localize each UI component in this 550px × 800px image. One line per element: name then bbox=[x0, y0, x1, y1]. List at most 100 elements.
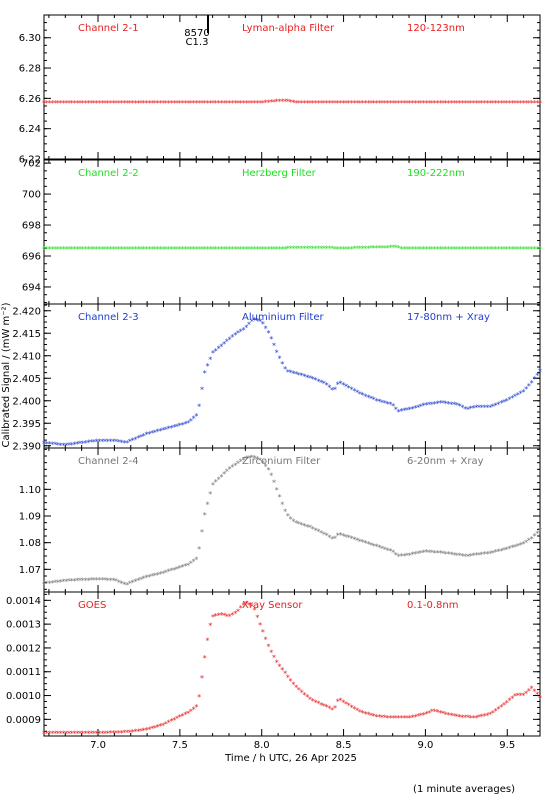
data-point: * bbox=[311, 525, 315, 534]
data-point: * bbox=[438, 99, 442, 108]
data-point: * bbox=[197, 693, 201, 702]
data-point: * bbox=[519, 245, 523, 254]
data-point: * bbox=[194, 555, 198, 564]
data-point: * bbox=[380, 545, 384, 554]
data-point: * bbox=[70, 99, 74, 108]
data-point: * bbox=[302, 691, 306, 700]
data-point: * bbox=[67, 245, 71, 254]
y-tick-label: 6.22 bbox=[19, 155, 41, 166]
data-point: * bbox=[161, 245, 165, 254]
data-point: * bbox=[444, 550, 448, 559]
data-point: * bbox=[305, 373, 309, 382]
data-point: * bbox=[111, 576, 115, 585]
data-point: * bbox=[169, 424, 173, 433]
data-point: * bbox=[408, 406, 412, 415]
data-point: * bbox=[433, 99, 437, 108]
data-point: * bbox=[535, 371, 539, 380]
data-point: * bbox=[300, 521, 304, 530]
data-point: * bbox=[269, 245, 273, 254]
data-point: * bbox=[338, 245, 342, 254]
data-point: * bbox=[222, 612, 226, 621]
flare-marker-id: 8570 bbox=[184, 28, 209, 39]
data-point: * bbox=[325, 532, 329, 541]
data-point: * bbox=[499, 547, 503, 556]
data-point: * bbox=[53, 579, 57, 588]
data-point: * bbox=[208, 622, 212, 631]
data-point: * bbox=[211, 245, 215, 254]
data-point: * bbox=[388, 547, 392, 556]
data-point: * bbox=[527, 99, 531, 108]
data-point: * bbox=[455, 713, 459, 722]
data-point: * bbox=[205, 501, 209, 510]
data-point: * bbox=[147, 99, 151, 108]
data-point: * bbox=[67, 730, 71, 739]
data-point: * bbox=[275, 658, 279, 667]
data-point: * bbox=[145, 574, 149, 583]
data-point: * bbox=[183, 562, 187, 571]
data-point: * bbox=[369, 395, 373, 404]
data-point: * bbox=[411, 713, 415, 722]
data-point: * bbox=[280, 245, 284, 254]
data-point: * bbox=[338, 380, 342, 389]
data-point: * bbox=[469, 714, 473, 723]
data-point: * bbox=[488, 245, 492, 254]
data-point: * bbox=[300, 372, 304, 381]
data-point: * bbox=[278, 245, 282, 254]
data-point: * bbox=[164, 425, 168, 434]
data-point: * bbox=[136, 99, 140, 108]
data-point: * bbox=[100, 576, 104, 585]
data-point: * bbox=[408, 99, 412, 108]
data-point: * bbox=[214, 245, 218, 254]
chart-panels: 6.22 6.24 6.26 6.28 6.30 Channel 2-1 Lyman-alp… bbox=[6, 14, 542, 751]
data-point: * bbox=[491, 99, 495, 108]
data-point: * bbox=[510, 245, 514, 254]
data-point: * bbox=[117, 99, 121, 108]
data-point: * bbox=[491, 549, 495, 558]
data-point: * bbox=[42, 99, 46, 108]
data-point: * bbox=[72, 440, 76, 449]
data-point: * bbox=[413, 713, 417, 722]
data-point: * bbox=[81, 99, 85, 108]
data-point: * bbox=[50, 730, 54, 739]
data-point: * bbox=[239, 327, 243, 336]
data-series: ****************************************… bbox=[42, 316, 542, 451]
data-point: * bbox=[435, 549, 439, 558]
data-point: * bbox=[211, 481, 215, 490]
y-tick-label: 1.08 bbox=[19, 538, 41, 549]
data-point: * bbox=[496, 547, 500, 556]
data-point: * bbox=[466, 245, 470, 254]
data-point: * bbox=[286, 512, 290, 521]
data-point: * bbox=[466, 99, 470, 108]
data-point: * bbox=[300, 245, 304, 254]
data-point: * bbox=[194, 99, 198, 108]
data-point: * bbox=[95, 245, 99, 254]
filter-label: Zirconium Filter bbox=[242, 456, 321, 467]
data-point: * bbox=[289, 369, 293, 378]
y-tick-label: 6.30 bbox=[19, 33, 41, 44]
data-point: * bbox=[53, 730, 57, 739]
data-point: * bbox=[169, 99, 173, 108]
data-series: ****************************************… bbox=[42, 599, 542, 738]
data-point: * bbox=[59, 578, 63, 587]
panel-frame bbox=[43, 591, 541, 737]
filter-label: Herzberg Filter bbox=[242, 168, 317, 179]
data-point: * bbox=[527, 537, 531, 546]
data-point: * bbox=[305, 99, 309, 108]
data-point: * bbox=[122, 729, 126, 738]
data-point: * bbox=[125, 99, 129, 108]
data-point: * bbox=[513, 692, 517, 701]
data-point: * bbox=[158, 245, 162, 254]
data-point: * bbox=[524, 99, 528, 108]
data-point: * bbox=[463, 99, 467, 108]
data-point: * bbox=[128, 728, 132, 737]
data-point: * bbox=[433, 549, 437, 558]
data-point: * bbox=[203, 654, 207, 663]
data-point: * bbox=[341, 698, 345, 707]
data-point: * bbox=[278, 355, 282, 364]
panel-4: 1.07 1.08 1.09 1.10 Channel 2-4 Zirconium Fil… bbox=[19, 447, 542, 593]
data-point: * bbox=[89, 576, 93, 585]
data-point: * bbox=[192, 558, 196, 567]
data-point: * bbox=[347, 702, 351, 711]
data-point: * bbox=[250, 454, 254, 463]
data-point: * bbox=[78, 99, 82, 108]
